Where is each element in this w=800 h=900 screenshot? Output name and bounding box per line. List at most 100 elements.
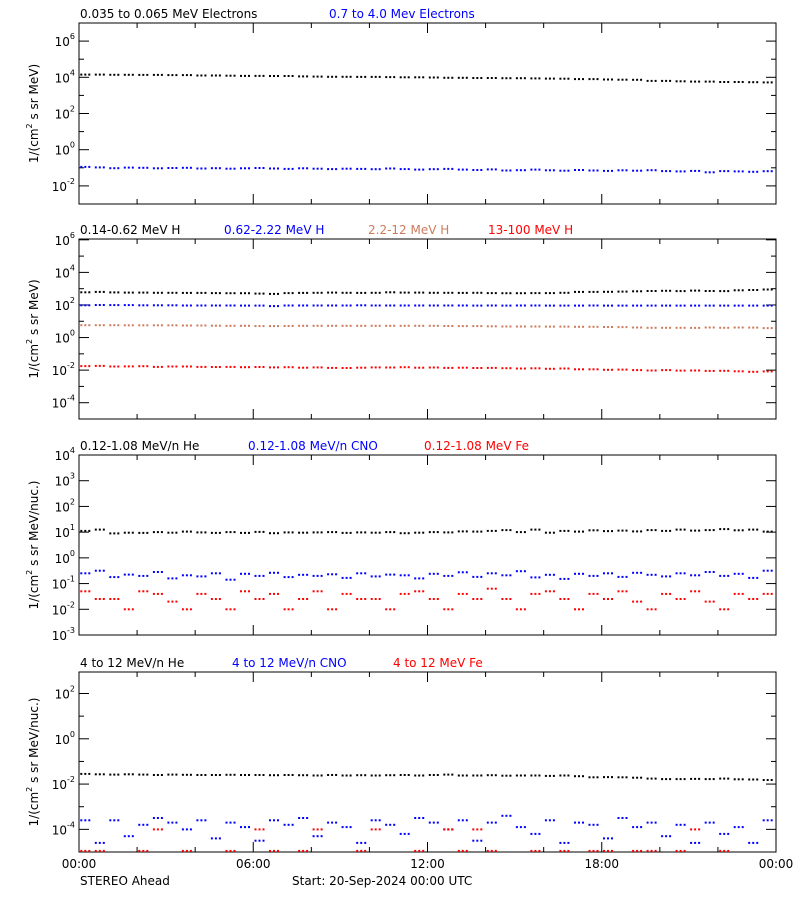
- data-point: [327, 168, 330, 171]
- data-point: [574, 78, 576, 81]
- data-point: [752, 598, 755, 600]
- data-point: [302, 531, 305, 534]
- data-point: [327, 573, 330, 576]
- data-point: [422, 168, 425, 171]
- data-point: [360, 849, 363, 852]
- data-point: [683, 304, 686, 307]
- data-point: [160, 304, 163, 307]
- data-point: [302, 324, 305, 327]
- data-point: [131, 573, 134, 576]
- data-point: [712, 304, 715, 307]
- data-point: [675, 80, 678, 83]
- data-point: [185, 574, 188, 577]
- data-point: [603, 776, 605, 779]
- data-point: [505, 367, 508, 370]
- data-point: [117, 73, 120, 76]
- data-point: [320, 291, 323, 294]
- data-point: [708, 821, 711, 824]
- series-2: [80, 569, 773, 581]
- data-point: [414, 817, 417, 819]
- data-point: [741, 170, 744, 173]
- data-point: [737, 326, 740, 329]
- data-point: [563, 367, 566, 370]
- data-point: [640, 290, 643, 293]
- data-point: [683, 823, 686, 826]
- data-point: [349, 531, 352, 534]
- data-point: [544, 77, 547, 80]
- data-point: [548, 325, 551, 328]
- data-point: [356, 75, 359, 78]
- data-point: [80, 529, 83, 532]
- data-point: [422, 304, 425, 307]
- data-point: [737, 778, 740, 781]
- data-point: [360, 841, 363, 844]
- data-point: [204, 304, 207, 307]
- data-point: [523, 774, 526, 777]
- data-point: [519, 826, 522, 829]
- data-point: [432, 774, 435, 776]
- data-point: [694, 289, 697, 292]
- data-point: [331, 75, 334, 78]
- data-point: [374, 75, 377, 78]
- data-point: [349, 592, 352, 595]
- data-point: [611, 368, 613, 371]
- data-point: [519, 304, 522, 307]
- data-point: [762, 569, 765, 572]
- data-point: [283, 366, 286, 369]
- data-point: [582, 169, 584, 171]
- data-point: [552, 774, 555, 777]
- data-point: [244, 74, 246, 77]
- data-point: [320, 531, 323, 534]
- data-point: [127, 166, 130, 169]
- data-point: [356, 531, 359, 534]
- data-point: [399, 532, 402, 535]
- data-point: [335, 304, 338, 307]
- data-point: [661, 575, 664, 578]
- data-point: [283, 304, 286, 307]
- data-point: [596, 304, 599, 307]
- data-point: [770, 170, 773, 173]
- data-point: [283, 576, 286, 579]
- data-point: [399, 324, 402, 327]
- data-point: [356, 572, 359, 575]
- data-point: [98, 773, 101, 776]
- data-point: [669, 369, 672, 372]
- data-point: [582, 821, 584, 824]
- data-point: [349, 826, 352, 829]
- data-point: [244, 774, 246, 776]
- data-point: [210, 324, 213, 327]
- data-point: [233, 167, 236, 170]
- data-point: [538, 304, 541, 307]
- data-point: [603, 572, 605, 575]
- data-point: [727, 290, 730, 293]
- data-point: [418, 324, 421, 327]
- data-point: [559, 367, 562, 370]
- data-point: [331, 774, 334, 776]
- data-point: [465, 819, 468, 822]
- data-point: [654, 821, 657, 824]
- data-point: [650, 529, 653, 532]
- data-point: [312, 366, 315, 369]
- data-point: [113, 532, 116, 535]
- data-point: [175, 577, 178, 580]
- data-point: [240, 572, 242, 575]
- data-point: [291, 167, 294, 170]
- data-point: [378, 598, 381, 600]
- data-point: [94, 849, 97, 852]
- data-point: [737, 826, 740, 829]
- data-point: [123, 835, 126, 838]
- data-point: [762, 288, 765, 291]
- data-point: [661, 170, 664, 173]
- data-point: [385, 366, 388, 369]
- data-point: [273, 592, 275, 595]
- data-point: [582, 572, 584, 575]
- data-point: [436, 76, 439, 79]
- data-point: [152, 774, 155, 776]
- data-point: [171, 531, 174, 534]
- data-point: [181, 324, 184, 327]
- data-point: [737, 572, 740, 575]
- data-point: [501, 598, 504, 600]
- data-point: [248, 774, 250, 776]
- data-point: [370, 819, 373, 822]
- data-point: [723, 326, 726, 329]
